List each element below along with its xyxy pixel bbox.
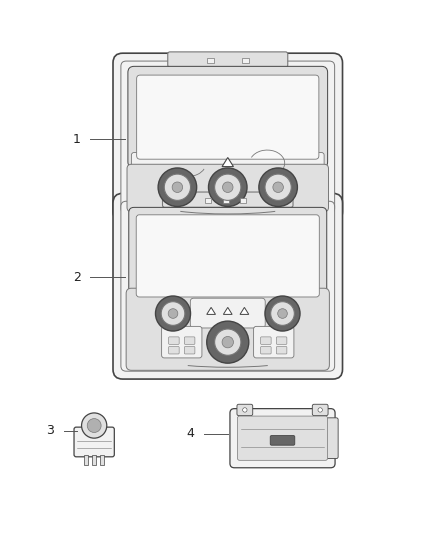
Circle shape — [273, 182, 283, 192]
Bar — [240, 198, 246, 203]
Bar — [100, 455, 104, 465]
Circle shape — [172, 182, 183, 192]
FancyBboxPatch shape — [121, 61, 335, 214]
FancyBboxPatch shape — [327, 418, 338, 458]
FancyBboxPatch shape — [136, 215, 319, 297]
Circle shape — [265, 296, 300, 331]
Circle shape — [161, 302, 185, 325]
FancyBboxPatch shape — [261, 337, 271, 344]
FancyBboxPatch shape — [113, 53, 343, 221]
Bar — [84, 455, 88, 465]
FancyBboxPatch shape — [261, 346, 271, 354]
FancyBboxPatch shape — [190, 298, 265, 328]
Circle shape — [81, 413, 107, 438]
Circle shape — [223, 182, 233, 192]
FancyBboxPatch shape — [127, 164, 328, 212]
Circle shape — [278, 309, 287, 318]
FancyBboxPatch shape — [74, 427, 114, 457]
FancyBboxPatch shape — [131, 152, 324, 176]
Bar — [207, 58, 214, 63]
FancyBboxPatch shape — [254, 326, 294, 358]
Circle shape — [87, 418, 101, 432]
FancyBboxPatch shape — [270, 435, 295, 445]
FancyBboxPatch shape — [121, 201, 335, 371]
FancyBboxPatch shape — [128, 66, 328, 168]
Text: 4: 4 — [187, 427, 194, 440]
FancyBboxPatch shape — [237, 404, 253, 416]
Polygon shape — [207, 308, 215, 314]
FancyBboxPatch shape — [126, 288, 329, 370]
FancyBboxPatch shape — [168, 52, 288, 67]
Circle shape — [208, 168, 247, 206]
FancyBboxPatch shape — [230, 409, 335, 468]
Polygon shape — [240, 308, 249, 314]
Circle shape — [168, 309, 178, 318]
Polygon shape — [222, 158, 233, 167]
Polygon shape — [223, 308, 232, 314]
FancyBboxPatch shape — [162, 192, 293, 207]
Circle shape — [259, 168, 297, 206]
Circle shape — [164, 174, 191, 200]
FancyBboxPatch shape — [162, 326, 202, 358]
Bar — [92, 455, 96, 465]
FancyBboxPatch shape — [169, 346, 179, 354]
FancyBboxPatch shape — [113, 193, 343, 379]
Text: 2: 2 — [73, 271, 81, 284]
Circle shape — [215, 174, 241, 200]
FancyBboxPatch shape — [184, 346, 195, 354]
FancyBboxPatch shape — [169, 337, 179, 344]
Circle shape — [207, 321, 249, 363]
Circle shape — [243, 408, 247, 412]
FancyBboxPatch shape — [312, 404, 328, 416]
FancyBboxPatch shape — [129, 207, 327, 304]
Circle shape — [222, 336, 233, 348]
Circle shape — [318, 408, 322, 412]
FancyBboxPatch shape — [276, 346, 287, 354]
Circle shape — [215, 329, 241, 356]
Circle shape — [158, 168, 197, 206]
Circle shape — [271, 302, 294, 325]
Bar — [205, 198, 211, 203]
FancyBboxPatch shape — [184, 337, 195, 344]
Text: 1: 1 — [73, 133, 81, 146]
Bar — [242, 58, 249, 63]
FancyBboxPatch shape — [137, 75, 319, 159]
Circle shape — [265, 174, 291, 200]
Text: 3: 3 — [46, 424, 54, 437]
FancyBboxPatch shape — [276, 337, 287, 344]
FancyBboxPatch shape — [237, 416, 328, 461]
Circle shape — [155, 296, 191, 331]
Bar — [223, 198, 229, 203]
